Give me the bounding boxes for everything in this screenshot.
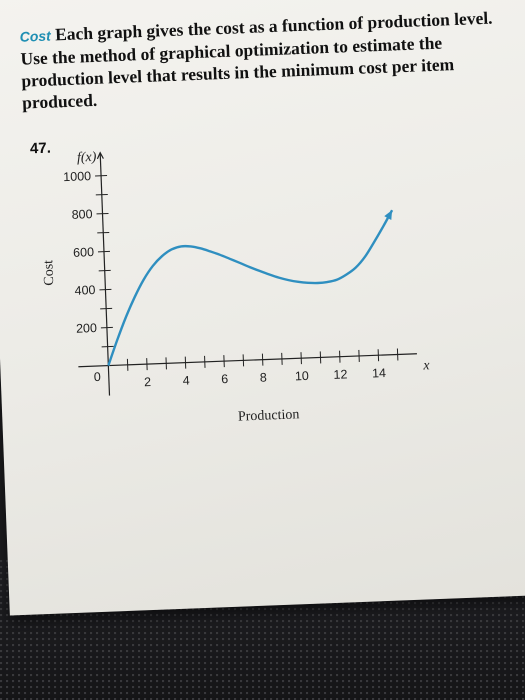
problem-topic-label: Cost	[19, 27, 52, 45]
x-tick-label: 12	[333, 367, 347, 382]
y-axis-title: Cost	[41, 260, 57, 286]
x-tick-label: 14	[372, 366, 386, 381]
x-tick-label: 8	[260, 371, 268, 385]
chart-ticks	[95, 174, 399, 371]
chart-axes	[78, 151, 417, 396]
y-tick-label: 1000	[63, 169, 91, 184]
cost-curve	[107, 209, 394, 366]
cost-chart: 2 4 6 8 10 12 14 200 400 600 800 1000 0 f(x) x Producti…	[41, 150, 431, 425]
problem-text: Each graph gives the cost as a function …	[20, 7, 493, 113]
origin-label: 0	[94, 370, 102, 384]
x-tick-label: 2	[144, 375, 152, 389]
x-tick-label: 10	[295, 369, 309, 384]
chart-series	[107, 209, 394, 366]
x-variable-label: x	[422, 358, 431, 373]
x-tick-label: 4	[182, 373, 190, 387]
textbook-page: Cost Each graph gives the cost as a func…	[0, 0, 525, 616]
x-tick-label: 6	[221, 372, 229, 386]
y-tick-label: 400	[74, 283, 95, 298]
y-axis-arrow	[96, 151, 104, 160]
curve-arrowhead	[384, 210, 393, 220]
problem-statement: Cost Each graph gives the cost as a func…	[19, 6, 522, 114]
chart-labels: 2 4 6 8 10 12 14 200 400 600 800 1000 0 f(x) x Producti…	[41, 150, 431, 425]
y-axis-line	[99, 152, 111, 396]
x-axis-title: Production	[238, 407, 300, 424]
x-axis-line	[78, 353, 417, 368]
function-label: f(x)	[77, 150, 97, 166]
y-tick-label: 200	[76, 321, 97, 336]
y-tick-label: 600	[73, 245, 94, 260]
y-tick-label: 800	[71, 207, 92, 222]
